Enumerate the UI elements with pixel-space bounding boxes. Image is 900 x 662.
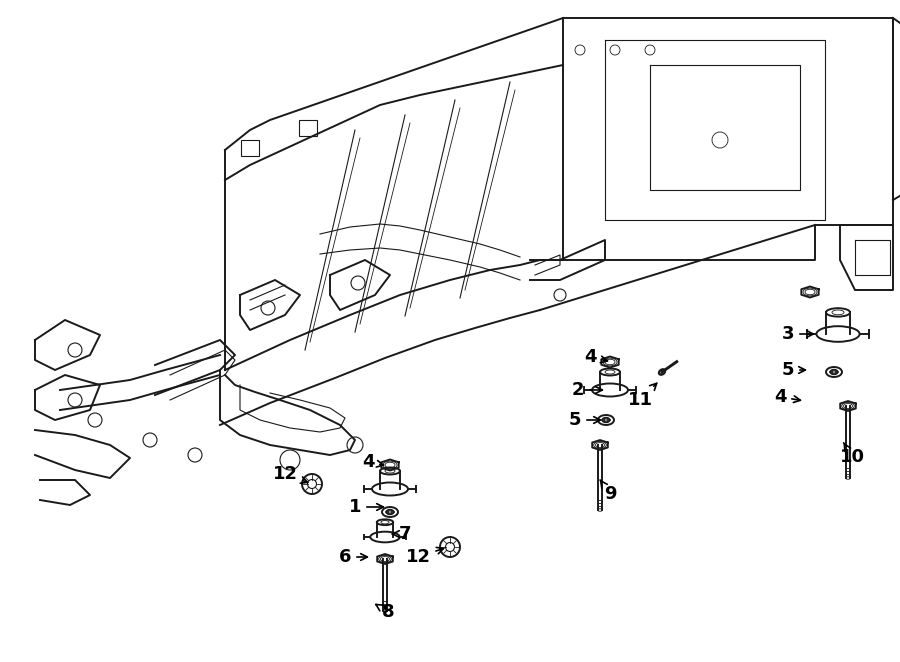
Bar bbox=[241, 140, 259, 156]
Text: 9: 9 bbox=[600, 480, 617, 503]
Text: 4: 4 bbox=[774, 388, 800, 406]
Text: 7: 7 bbox=[392, 525, 411, 543]
Text: 4: 4 bbox=[584, 348, 608, 366]
Text: 12: 12 bbox=[273, 465, 308, 483]
Text: 12: 12 bbox=[406, 547, 444, 566]
Text: 6: 6 bbox=[338, 548, 367, 566]
Text: 5: 5 bbox=[782, 361, 806, 379]
Text: 5: 5 bbox=[569, 411, 600, 429]
Bar bbox=[299, 120, 317, 136]
Text: 10: 10 bbox=[840, 443, 865, 466]
Text: 8: 8 bbox=[376, 603, 394, 621]
Text: 11: 11 bbox=[627, 383, 657, 409]
Text: 4: 4 bbox=[362, 453, 383, 471]
Text: 2: 2 bbox=[572, 381, 602, 399]
Text: 1: 1 bbox=[349, 498, 383, 516]
Text: 3: 3 bbox=[782, 325, 814, 343]
